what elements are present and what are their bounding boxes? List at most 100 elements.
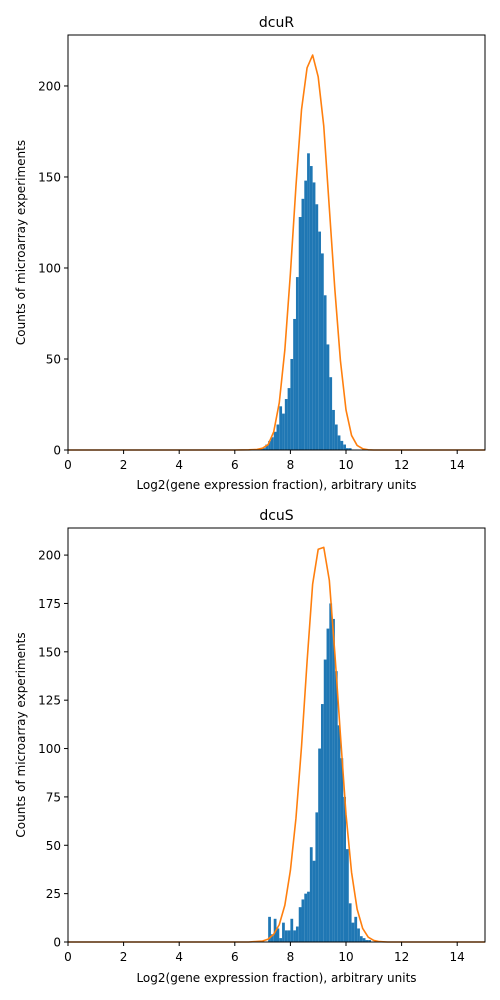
y-tick-label: 50 [46, 839, 61, 853]
chart-title: dcuS [259, 508, 293, 524]
x-axis-label: Log2(gene expression fraction), arbitrar… [136, 971, 416, 985]
histogram-bar [320, 704, 324, 942]
histogram-bar [318, 748, 321, 942]
histogram-bar [359, 936, 363, 942]
x-tick-label: 12 [394, 950, 409, 964]
histogram-bar [304, 893, 308, 942]
histogram-bar [312, 182, 316, 450]
histogram-bar [309, 166, 313, 451]
x-tick-label: 6 [231, 950, 239, 964]
histogram-bar [282, 413, 285, 450]
y-tick-label: 25 [46, 887, 61, 901]
histogram-bar [334, 424, 338, 450]
histogram-bar [279, 938, 283, 942]
x-tick-label: 0 [64, 950, 72, 964]
histogram-bar [307, 891, 310, 942]
x-tick-label: 4 [175, 458, 183, 472]
histogram-bar [268, 440, 271, 450]
histogram-bar [307, 153, 310, 450]
histogram-bar [323, 659, 327, 942]
histogram-bar [270, 934, 274, 942]
histogram-bar [284, 399, 288, 450]
x-tick-label: 14 [450, 458, 465, 472]
histogram-bar [273, 431, 277, 450]
histogram-bar [284, 930, 288, 942]
x-tick-label: 8 [287, 950, 295, 964]
x-tick-label: 2 [120, 458, 128, 472]
histogram-bar [298, 217, 302, 450]
histogram-bar [290, 358, 294, 450]
histogram-bar [332, 409, 335, 450]
x-axis-label: Log2(gene expression fraction), arbitrar… [136, 478, 416, 492]
histogram-bar [290, 918, 294, 942]
y-tick-label: 100 [38, 261, 61, 275]
histogram-bar [334, 671, 338, 942]
histogram-bar [348, 448, 352, 450]
histogram-bar [340, 440, 344, 450]
x-tick-label: 12 [394, 458, 409, 472]
histogram-bar [287, 930, 291, 942]
x-tick-label: 14 [450, 950, 465, 964]
histogram-bar [346, 849, 349, 942]
histogram-bar [343, 444, 346, 450]
histogram-bar [293, 930, 296, 942]
histogram-bar [332, 618, 335, 942]
x-tick-label: 2 [120, 950, 128, 964]
y-tick-label: 200 [38, 79, 61, 93]
histogram-bar [368, 940, 372, 942]
histogram-bar [346, 448, 349, 450]
histogram-bar [298, 907, 302, 942]
plot-area: 0 2 4 6 8 10 12 14 0 25 50 75 100 125 150 175 200 [38, 527, 486, 964]
axes-frame [67, 527, 486, 943]
histogram-bar [362, 938, 366, 942]
histogram-bar [268, 916, 271, 942]
histogram-bar [337, 435, 341, 450]
y-tick-label: 0 [53, 444, 61, 458]
x-tick-label: 0 [64, 458, 72, 472]
histogram-bar [323, 295, 327, 450]
histogram-bar [318, 231, 321, 450]
histogram-bar [287, 388, 291, 450]
histogram-bar [301, 198, 305, 450]
histogram-bar [337, 725, 341, 942]
y-tick-label: 0 [53, 936, 61, 950]
axes-frame [67, 34, 486, 451]
chart-panel-dcur: dcuR 0 2 4 6 8 10 12 14 0 50 100 150 200 Log2(gene e… [14, 15, 486, 492]
x-tick-label: 10 [338, 950, 353, 964]
histogram-bar [351, 922, 355, 942]
y-tick-label: 75 [46, 790, 61, 804]
chart-title: dcuR [259, 15, 294, 31]
histogram-bar [329, 603, 333, 942]
histogram-bar [304, 180, 308, 451]
y-axis-label: Counts of microarray experiments [14, 632, 28, 837]
y-tick-label: 200 [38, 549, 61, 563]
histogram-bar [365, 940, 369, 942]
histogram-bar [282, 922, 285, 942]
y-tick-label: 100 [38, 742, 61, 756]
x-tick-label: 8 [287, 458, 295, 472]
y-tick-label: 125 [38, 694, 61, 708]
y-axis-label: Counts of microarray experiments [14, 140, 28, 345]
histogram-bar [262, 448, 266, 450]
y-tick-label: 150 [38, 645, 61, 659]
histogram-bar [276, 424, 280, 450]
histogram-bar [320, 253, 324, 450]
histogram-bar [312, 860, 316, 942]
x-tick-label: 10 [338, 458, 353, 472]
x-tick-label: 6 [231, 458, 239, 472]
histogram-bar [315, 204, 319, 450]
histogram-bar [326, 344, 330, 450]
histogram-bar [265, 444, 269, 450]
histogram-bar [301, 899, 305, 942]
histogram-bar [293, 318, 296, 450]
histogram-bar [276, 928, 280, 942]
histogram-bar [295, 926, 299, 942]
histogram-bar [279, 406, 283, 450]
histogram-bar [354, 916, 358, 942]
histogram-bar [295, 277, 299, 450]
histogram-bar [357, 928, 360, 942]
histogram-bar [348, 903, 352, 942]
histogram-bar [343, 796, 346, 942]
